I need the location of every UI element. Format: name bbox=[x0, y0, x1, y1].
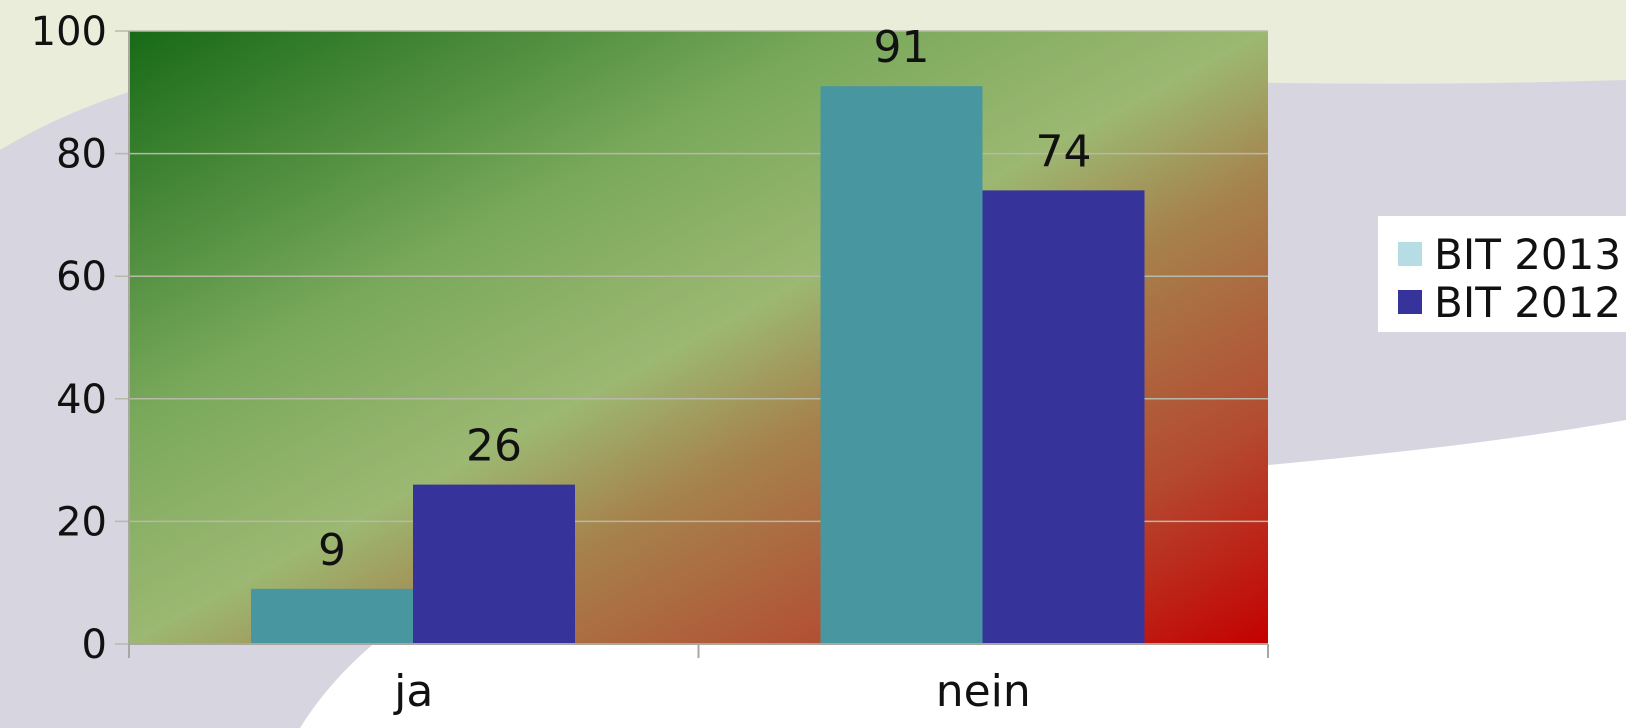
axes bbox=[128, 31, 1269, 658]
bar-bit-2012-nein bbox=[982, 190, 1145, 644]
x-tick-label: nein bbox=[936, 666, 1031, 717]
data-label-bit-2013-ja: 9 bbox=[318, 525, 346, 576]
data-label-bit-2012-ja: 26 bbox=[466, 421, 522, 472]
data-label-bit-2013-nein: 91 bbox=[874, 22, 930, 73]
bar-bit-2013-ja bbox=[251, 588, 413, 644]
x-axis-tick-labels: ja nein bbox=[393, 666, 1031, 717]
legend-label-bit-2012: BIT 2012 bbox=[1434, 277, 1622, 327]
y-tick-label: 40 bbox=[56, 377, 107, 423]
bar-bit-2012-ja bbox=[413, 484, 575, 644]
y-tick-label: 60 bbox=[56, 254, 107, 300]
legend-swatch-bit-2012 bbox=[1398, 290, 1422, 314]
y-tick-label: 20 bbox=[56, 499, 107, 545]
y-axis-tick-labels: 0 20 40 60 80 100 bbox=[31, 9, 107, 668]
legend: BIT 2013 BIT 2012 bbox=[1378, 216, 1626, 332]
y-tick-label: 100 bbox=[31, 9, 107, 55]
legend-swatch-bit-2013 bbox=[1398, 242, 1422, 266]
legend-label-bit-2013: BIT 2013 bbox=[1434, 229, 1622, 279]
x-tick-label: ja bbox=[393, 666, 433, 717]
legend-item-bit-2012: BIT 2012 bbox=[1398, 277, 1626, 327]
legend-item-bit-2013: BIT 2013 bbox=[1398, 229, 1626, 279]
y-tick-label: 0 bbox=[82, 622, 107, 668]
bars bbox=[251, 86, 1145, 645]
data-label-bit-2012-nein: 74 bbox=[1036, 126, 1092, 177]
y-tick-label: 80 bbox=[56, 132, 107, 178]
bar-bit-2013-nein bbox=[820, 86, 983, 645]
data-labels: 9 26 91 74 bbox=[318, 22, 1092, 576]
